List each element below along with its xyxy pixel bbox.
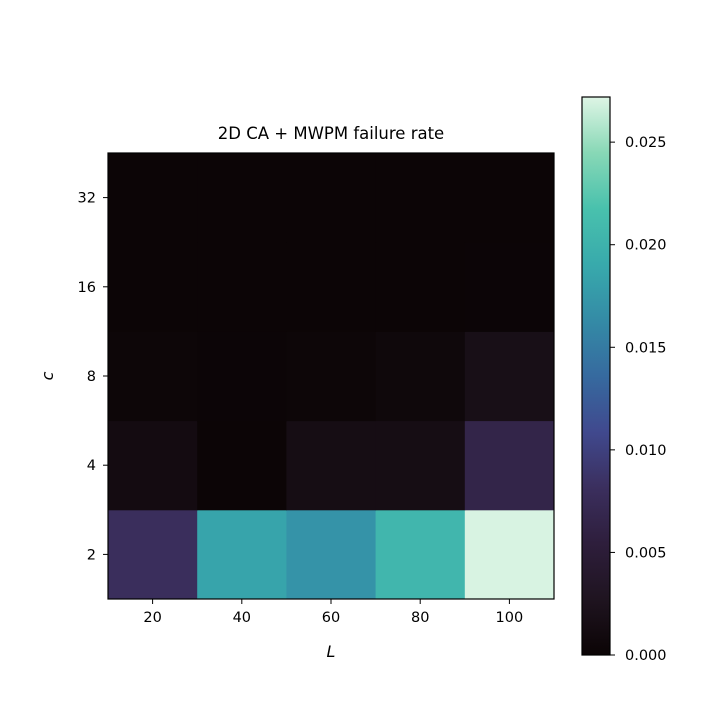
heatmap-cell: [108, 153, 198, 243]
heatmap-cell: [464, 509, 555, 600]
colorbar-tick-label: 0.005: [625, 545, 667, 561]
heatmap-cell: [286, 509, 377, 600]
y-tick-label: 16: [78, 280, 96, 296]
heatmap-cell: [464, 331, 555, 422]
x-axis-label: L: [327, 642, 336, 661]
y-tick-label: 2: [87, 547, 96, 563]
heatmap-cell: [197, 242, 287, 332]
x-axis-ticks: 20 40 60 80 100: [143, 599, 523, 626]
y-tick-label: 32: [78, 191, 96, 207]
heatmap-cell: [197, 331, 287, 422]
heatmap-cell: [286, 153, 377, 243]
heatmap-cell: [108, 242, 198, 332]
x-tick-label: 20: [143, 610, 161, 626]
colorbar-tick-label: 0.000: [625, 648, 667, 664]
heatmap-cell: [286, 420, 377, 511]
heatmap-cell: [286, 242, 377, 332]
heatmap-cell: [197, 153, 287, 243]
heatmap-cell: [375, 331, 466, 422]
colorbar-tick-label: 0.015: [625, 340, 667, 356]
colorbar-tick-label: 0.020: [625, 238, 667, 254]
heatmap-cell: [375, 509, 466, 600]
chart-title: 2D CA + MWPM failure rate: [218, 124, 444, 143]
heatmap-cell: [197, 420, 287, 511]
heatmap-cell: [375, 153, 466, 243]
heatmap-cell: [375, 242, 466, 332]
heatmap-cell: [375, 420, 466, 511]
heatmap-cell: [464, 242, 555, 332]
heatmap-cell: [286, 331, 377, 422]
colorbar: [581, 96, 611, 656]
heatmap-cell: [108, 420, 198, 511]
x-tick-label: 60: [322, 610, 340, 626]
y-tick-label: 8: [87, 369, 96, 385]
x-tick-label: 40: [233, 610, 251, 626]
heatmap-cell: [464, 420, 555, 511]
y-tick-label: 4: [87, 458, 96, 474]
colorbar-ticks: 0.000 0.005 0.010 0.015 0.020 0.025: [610, 135, 667, 664]
heatmap-cells: [108, 153, 555, 600]
y-axis-label: c: [38, 371, 57, 380]
x-tick-label: 80: [411, 610, 429, 626]
heatmap-cell: [108, 509, 198, 600]
colorbar-tick-label: 0.025: [625, 135, 667, 151]
heatmap-cell: [464, 153, 555, 243]
x-tick-label: 100: [496, 610, 524, 626]
y-axis-ticks: 2 4 8 16 32: [78, 191, 108, 563]
heatmap-cell: [197, 509, 287, 600]
colorbar-tick-label: 0.010: [625, 443, 667, 459]
heatmap-cell: [108, 331, 198, 422]
